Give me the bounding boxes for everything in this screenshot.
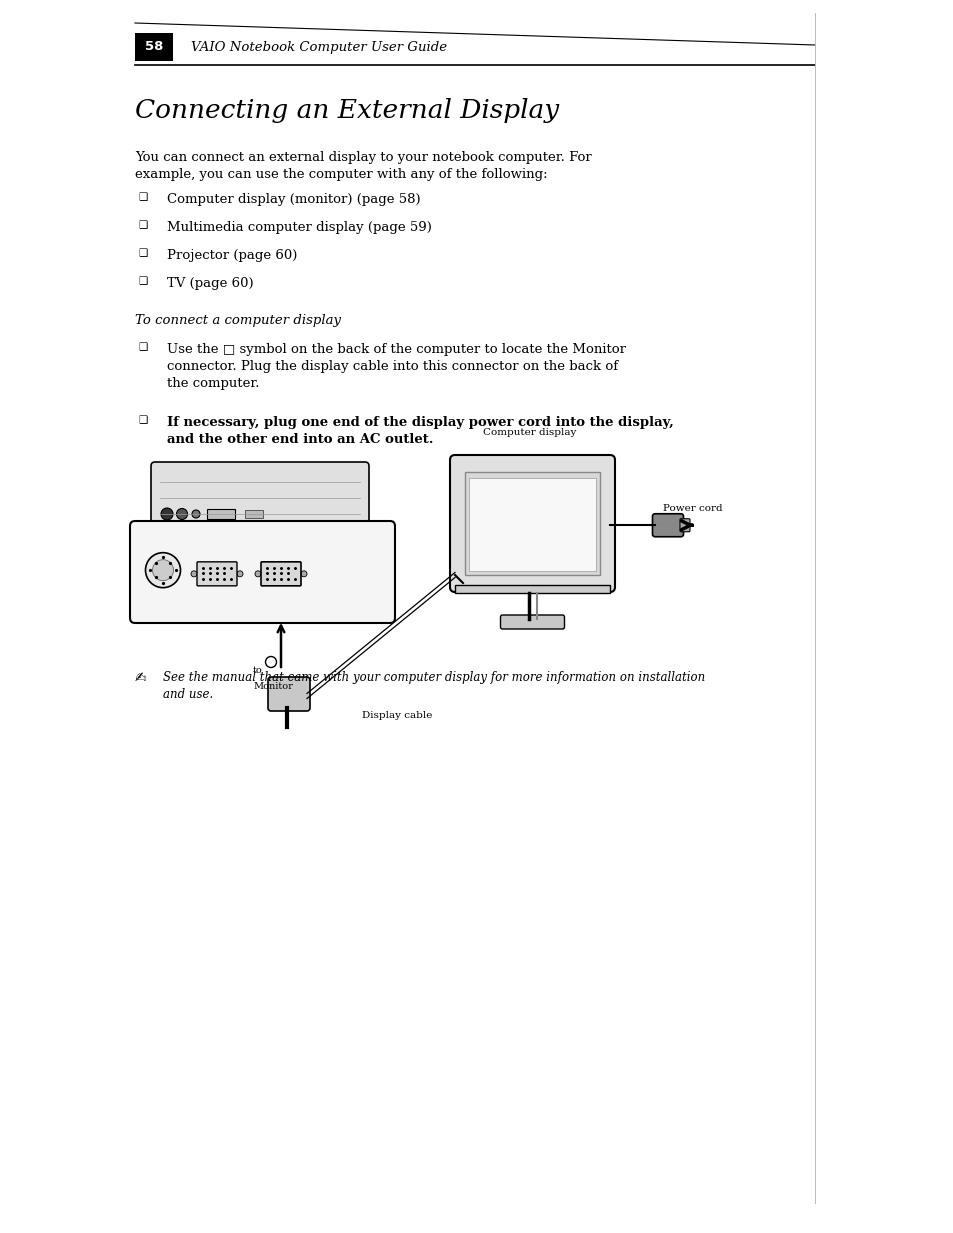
Text: TV (page 60): TV (page 60)	[167, 277, 253, 290]
Circle shape	[176, 508, 188, 519]
FancyBboxPatch shape	[151, 462, 369, 530]
Text: to: to	[253, 666, 262, 674]
FancyBboxPatch shape	[261, 562, 301, 586]
Text: You can connect an external display to your notebook computer. For
example, you : You can connect an external display to y…	[135, 150, 591, 181]
Text: If necessary, plug one end of the display power cord into the display,
and the o: If necessary, plug one end of the displa…	[167, 416, 673, 446]
Text: Connecting an External Display: Connecting an External Display	[135, 97, 558, 123]
Bar	[455, 584, 609, 593]
Text: See the manual that came with your computer display for more information on inst: See the manual that came with your compu…	[163, 671, 704, 702]
Circle shape	[254, 571, 261, 577]
Text: ❑: ❑	[138, 416, 148, 425]
Text: VAIO Notebook Computer User Guide: VAIO Notebook Computer User Guide	[191, 41, 447, 53]
Text: Power cord: Power cord	[662, 504, 721, 513]
Text: Multimedia computer display (page 59): Multimedia computer display (page 59)	[167, 221, 432, 234]
Text: ❑: ❑	[138, 192, 148, 202]
Text: Computer display: Computer display	[482, 428, 576, 436]
Text: ❑: ❑	[138, 342, 148, 351]
Text: Monitor: Monitor	[253, 682, 293, 690]
Text: Display cable: Display cable	[361, 711, 432, 720]
FancyBboxPatch shape	[652, 514, 682, 536]
FancyBboxPatch shape	[679, 519, 689, 531]
Circle shape	[301, 571, 307, 577]
Bar	[207, 509, 234, 519]
Bar	[135, 33, 172, 60]
Text: Use the □ symbol on the back of the computer to locate the Monitor
connector. Pl: Use the □ symbol on the back of the comp…	[167, 343, 625, 390]
FancyBboxPatch shape	[196, 562, 236, 586]
Circle shape	[236, 571, 243, 577]
Text: ❑: ❑	[138, 276, 148, 286]
Bar	[464, 472, 599, 575]
Circle shape	[161, 508, 172, 520]
Circle shape	[152, 560, 173, 581]
FancyBboxPatch shape	[268, 677, 310, 711]
Text: To connect a computer display: To connect a computer display	[135, 314, 340, 327]
Circle shape	[146, 552, 180, 588]
Bar	[469, 478, 596, 571]
Text: ❑: ❑	[138, 219, 148, 231]
FancyBboxPatch shape	[130, 522, 395, 623]
Text: Projector (page 60): Projector (page 60)	[167, 249, 297, 261]
FancyBboxPatch shape	[500, 615, 564, 629]
Bar	[245, 510, 263, 518]
Circle shape	[191, 571, 196, 577]
FancyBboxPatch shape	[450, 455, 615, 592]
Text: ❑: ❑	[138, 248, 148, 258]
Text: ✍: ✍	[135, 671, 147, 686]
Circle shape	[192, 510, 200, 518]
Text: 58: 58	[145, 41, 163, 53]
Circle shape	[265, 656, 276, 667]
Text: Computer display (monitor) (page 58): Computer display (monitor) (page 58)	[167, 194, 420, 206]
